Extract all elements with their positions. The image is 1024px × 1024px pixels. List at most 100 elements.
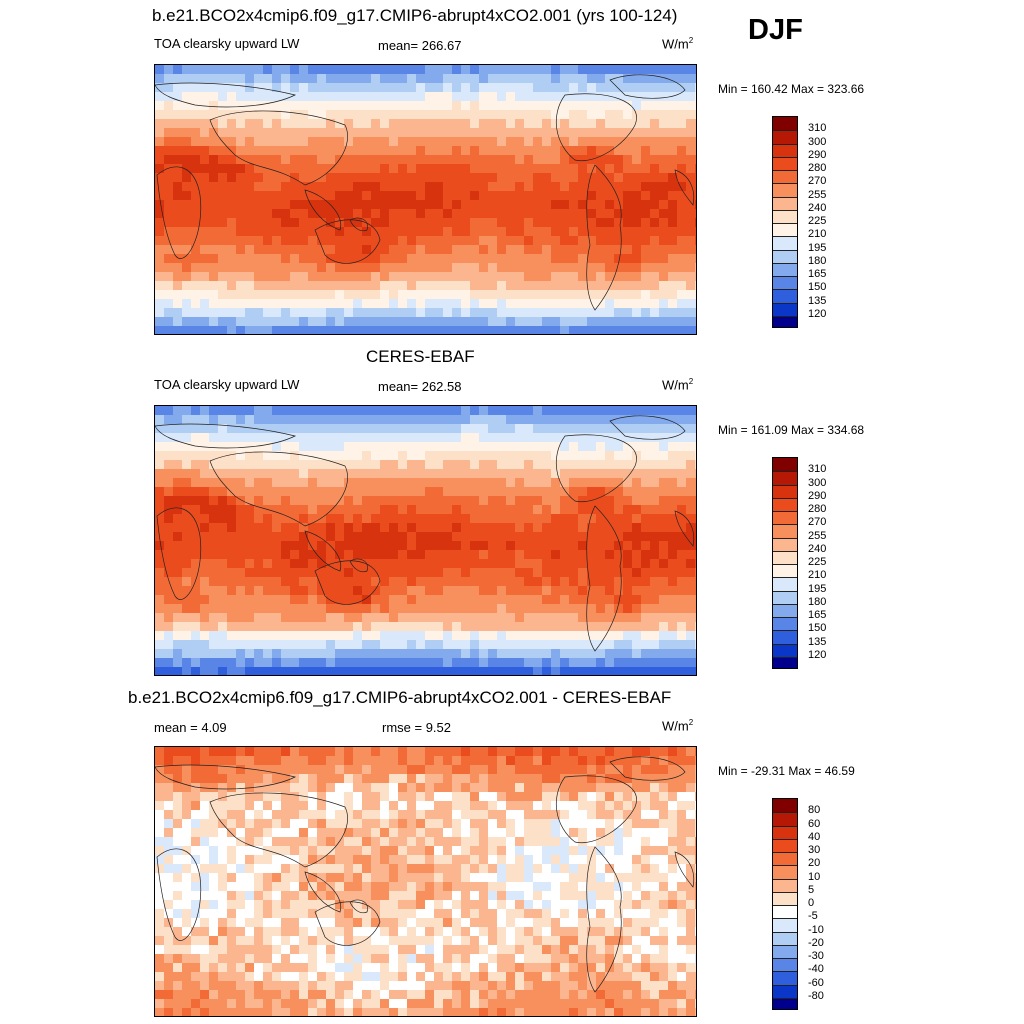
field-cell xyxy=(641,882,651,892)
field-cell xyxy=(425,433,435,443)
field-cell xyxy=(614,873,624,883)
field-cell xyxy=(326,128,336,138)
field-cell xyxy=(236,236,246,246)
field-cell xyxy=(155,442,165,452)
field-cell xyxy=(677,568,687,578)
field-cell xyxy=(236,810,246,820)
field-cell xyxy=(542,819,552,829)
field-cell xyxy=(245,272,255,282)
field-cell xyxy=(227,442,237,452)
field-cell xyxy=(389,317,399,327)
field-cell xyxy=(425,640,435,650)
field-cell xyxy=(443,792,453,802)
field-cell xyxy=(209,263,219,273)
field-cell xyxy=(551,263,561,273)
field-cell xyxy=(416,128,426,138)
field-cell xyxy=(308,128,318,138)
field-cell xyxy=(281,137,291,147)
field-cell xyxy=(488,128,498,138)
field-cell xyxy=(569,200,579,210)
field-cell xyxy=(272,137,282,147)
field-cell xyxy=(281,299,291,309)
field-cell xyxy=(389,783,399,793)
field-cell xyxy=(632,173,642,183)
field-cell xyxy=(389,882,399,892)
field-cell xyxy=(461,756,471,766)
field-cell xyxy=(389,209,399,219)
field-cell xyxy=(470,631,480,641)
field-cell xyxy=(236,290,246,300)
field-cell xyxy=(380,263,390,273)
field-cell xyxy=(362,487,372,497)
field-cell xyxy=(632,496,642,506)
field-cell xyxy=(353,846,363,856)
field-cell xyxy=(434,523,444,533)
field-cell xyxy=(479,317,489,327)
field-cell xyxy=(218,532,228,542)
field-cell xyxy=(623,254,633,264)
colorbar-swatch xyxy=(773,577,797,591)
colorbar-tick-label: 180 xyxy=(808,254,827,267)
field-cell xyxy=(524,74,534,84)
field-cell xyxy=(641,541,651,551)
field-cell xyxy=(470,236,480,246)
field-cell xyxy=(317,658,327,668)
field-cell xyxy=(587,110,597,120)
field-cell xyxy=(173,236,183,246)
field-cell xyxy=(650,918,660,928)
field-cell xyxy=(470,272,480,282)
field-cell xyxy=(353,164,363,174)
field-cell xyxy=(173,837,183,847)
field-cell xyxy=(605,864,615,874)
field-cell xyxy=(371,855,381,865)
field-cell xyxy=(263,819,273,829)
field-cell xyxy=(173,568,183,578)
field-cell xyxy=(578,209,588,219)
field-cell xyxy=(605,317,615,327)
field-cell xyxy=(344,308,354,318)
field-cell xyxy=(632,272,642,282)
field-cell xyxy=(677,326,687,334)
field-cell xyxy=(650,792,660,802)
field-cell xyxy=(326,658,336,668)
field-cell xyxy=(290,846,300,856)
field-cell xyxy=(236,927,246,937)
field-cell xyxy=(560,810,570,820)
field-cell xyxy=(407,227,417,237)
colorbar-swatch xyxy=(773,603,797,617)
field-cell xyxy=(254,317,264,327)
field-cell xyxy=(623,828,633,838)
field-cell xyxy=(362,577,372,587)
field-cell xyxy=(407,290,417,300)
field-cell xyxy=(542,101,552,111)
field-cell xyxy=(245,65,255,75)
field-cell xyxy=(470,326,480,334)
field-cell xyxy=(245,747,255,757)
field-cell xyxy=(533,891,543,901)
field-cell xyxy=(434,810,444,820)
field-cell xyxy=(650,613,660,623)
field-cell xyxy=(434,406,444,416)
field-cell xyxy=(551,783,561,793)
field-cell xyxy=(371,245,381,255)
field-cell xyxy=(641,577,651,587)
field-cell xyxy=(380,137,390,147)
field-cell xyxy=(596,658,606,668)
field-cell xyxy=(524,801,534,811)
field-cell xyxy=(434,532,444,542)
field-cell xyxy=(209,101,219,111)
field-cell xyxy=(227,433,237,443)
field-cell xyxy=(164,272,174,282)
field-cell xyxy=(182,765,192,775)
field-cell xyxy=(623,649,633,659)
field-cell xyxy=(380,774,390,784)
field-cell xyxy=(173,281,183,291)
field-cell xyxy=(263,155,273,165)
field-cell xyxy=(182,326,192,334)
field-cell xyxy=(524,209,534,219)
field-cell xyxy=(443,783,453,793)
field-cell xyxy=(479,326,489,334)
field-cell xyxy=(632,65,642,75)
field-cell xyxy=(281,774,291,784)
field-cell xyxy=(236,433,246,443)
